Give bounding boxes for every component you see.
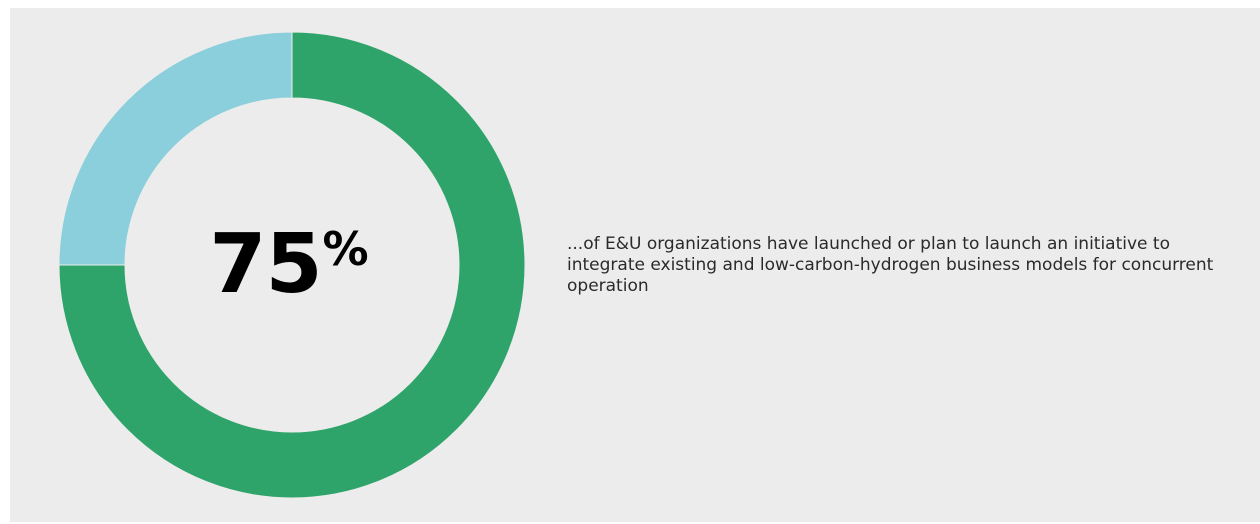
donut-chart-svg [58,31,526,499]
donut-slice-1 [58,31,293,266]
donut-slice-0 [58,31,526,499]
statistic-caption: ...of E&U organizations have launched or… [567,234,1214,296]
donut-chart: 75 % [58,31,526,499]
